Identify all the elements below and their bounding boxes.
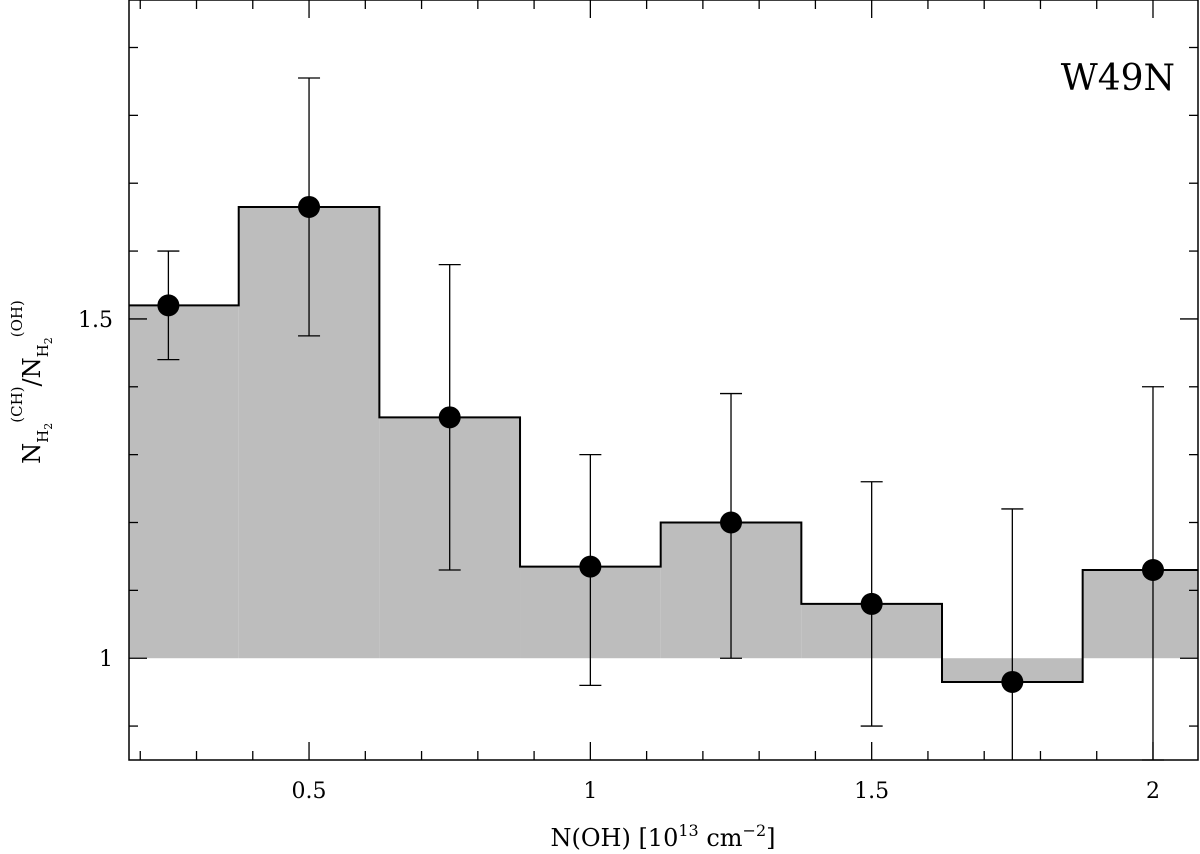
x-tick-label: 1 [583, 779, 597, 804]
axis-tick-layer: 0.5 1 1.5 2 1 1.5 [78, 0, 1198, 804]
data-point-layer [157, 195, 1164, 693]
x-axis-label: N(OH) [1013 cm−2] [550, 821, 775, 852]
data-point-3 [438, 406, 461, 429]
data-point-6 [860, 592, 883, 615]
y-axis-label: NH2(CH)/NH2(OH) [8, 300, 55, 464]
data-point-2 [298, 195, 321, 218]
plot-frame [128, 0, 1199, 761]
x-tick-label: 1.5 [854, 779, 889, 804]
histogram-bar-8 [1082, 570, 1198, 659]
data-point-5 [720, 511, 743, 534]
data-point-8 [1141, 559, 1164, 581]
panel-label: W49N [1061, 58, 1175, 99]
histogram-fill-layer [129, 206, 1198, 682]
data-point-7 [1001, 670, 1024, 693]
x-tick-label: 2 [1146, 779, 1160, 804]
data-point-4 [579, 555, 602, 578]
data-point-1 [157, 294, 180, 317]
y-tick-label: 1.5 [78, 308, 113, 333]
histogram-bar-1 [129, 305, 239, 659]
y-tick-label: 1 [99, 647, 113, 672]
x-tick-label: 0.5 [292, 779, 327, 804]
